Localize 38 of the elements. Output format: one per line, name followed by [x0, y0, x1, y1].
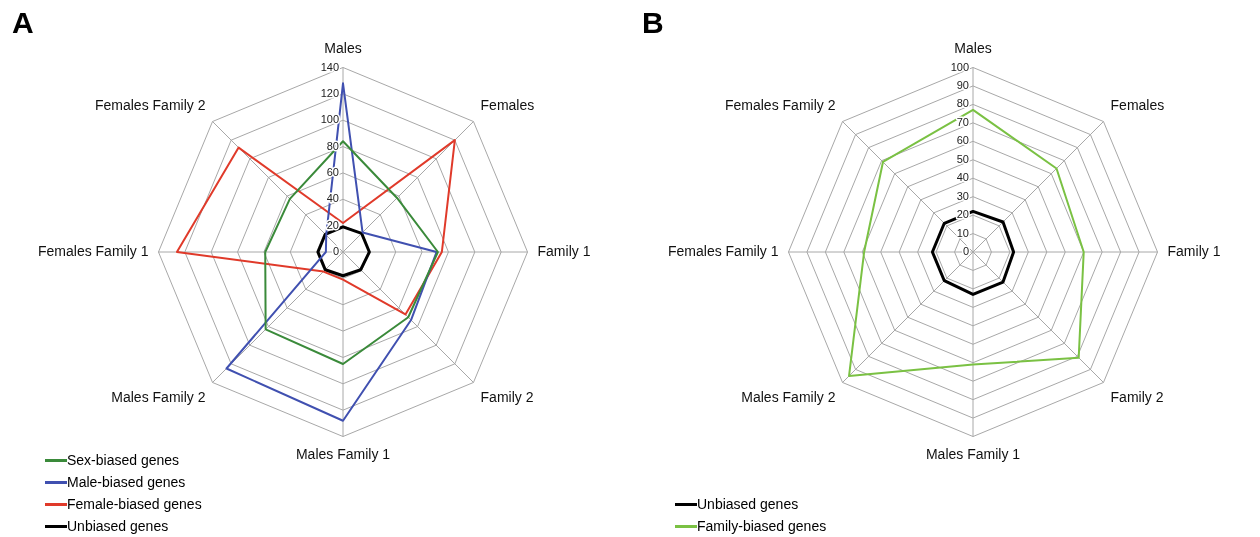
y-tick-label: 0	[332, 245, 339, 258]
spoke-label: Family 1	[1167, 242, 1221, 259]
chart-title: A	[12, 6, 34, 40]
legend-label: Unbiased genes	[67, 517, 169, 536]
legend-label: Unbiased genes	[697, 495, 799, 514]
y-tick-label: 120	[320, 86, 339, 99]
legend-label: Family-biased genes	[697, 517, 827, 536]
y-tick-label: 70	[956, 115, 969, 128]
y-tick-label: 40	[956, 171, 969, 184]
y-tick-label: 30	[956, 189, 969, 202]
legend-label: Male-biased genes	[67, 473, 186, 492]
y-tick-label: 100	[950, 60, 969, 73]
spoke-label: Family 2	[1110, 388, 1164, 405]
y-tick-label: 60	[956, 134, 969, 147]
spoke-label: Females Family 1	[668, 242, 779, 259]
spoke-label: Males Family 1	[925, 445, 1021, 462]
spoke-label: Males Family 1	[295, 445, 391, 462]
spoke-label: Females	[1110, 96, 1165, 113]
spoke-label: Females Family 1	[38, 242, 149, 259]
spoke-label: Family 2	[480, 388, 534, 405]
spoke-label: Females	[480, 96, 535, 113]
legend-label: Sex-biased genes	[67, 451, 180, 470]
chart-title: B	[642, 6, 664, 40]
legend-label: Female-biased genes	[67, 495, 202, 514]
spoke-label: Females Family 2	[94, 96, 206, 113]
spoke-label: Males Family 2	[111, 388, 206, 405]
y-tick-label: 90	[956, 78, 969, 91]
spoke-label: Males	[324, 39, 362, 56]
y-tick-label: 0	[962, 245, 969, 258]
y-tick-label: 140	[320, 60, 339, 73]
y-tick-label: 80	[956, 97, 969, 110]
spoke-label: Males Family 2	[741, 388, 836, 405]
y-tick-label: 50	[956, 152, 969, 165]
y-tick-label: 10	[956, 226, 969, 239]
y-tick-label: 20	[956, 208, 969, 221]
spoke-label: Males	[954, 39, 992, 56]
spoke-label: Females Family 2	[724, 96, 836, 113]
spoke-label: Family 1	[537, 242, 591, 259]
